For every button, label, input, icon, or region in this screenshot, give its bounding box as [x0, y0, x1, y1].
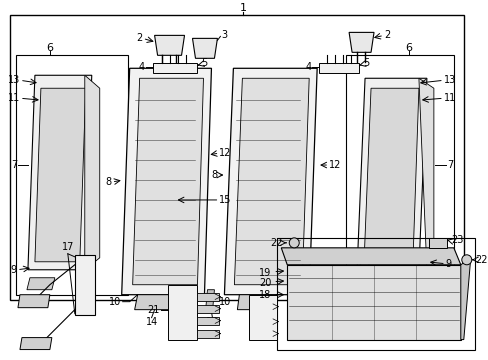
Polygon shape [205, 290, 214, 312]
Polygon shape [20, 338, 52, 350]
Text: 5: 5 [201, 58, 207, 68]
Bar [249, 295, 277, 339]
Text: 11: 11 [443, 93, 455, 103]
Text: 6: 6 [405, 43, 411, 53]
Text: 3: 3 [221, 30, 227, 40]
Bar [152, 63, 197, 73]
Polygon shape [363, 88, 418, 262]
Text: 23: 23 [450, 235, 462, 245]
Text: 15: 15 [219, 195, 231, 205]
Text: 7: 7 [446, 160, 452, 170]
Text: 10: 10 [109, 297, 122, 307]
Bar [277, 238, 474, 350]
Polygon shape [237, 295, 271, 310]
Text: 9: 9 [445, 259, 451, 269]
Polygon shape [175, 295, 191, 305]
Text: 1: 1 [240, 4, 246, 13]
Bar [428, 238, 446, 248]
Text: 5: 5 [362, 58, 368, 68]
Polygon shape [28, 75, 92, 270]
Polygon shape [27, 278, 55, 290]
Text: 8: 8 [105, 177, 111, 187]
Text: 8: 8 [211, 170, 217, 180]
Bar [167, 285, 197, 339]
Polygon shape [460, 258, 470, 339]
Polygon shape [418, 78, 433, 270]
Bar [10, 15, 463, 300]
Text: 6: 6 [46, 43, 53, 53]
Bar [75, 255, 95, 315]
Circle shape [289, 238, 299, 248]
Text: 12: 12 [219, 148, 231, 158]
Polygon shape [35, 88, 85, 262]
Polygon shape [132, 78, 203, 285]
Polygon shape [134, 295, 174, 310]
Polygon shape [353, 250, 370, 270]
Text: 22: 22 [474, 255, 486, 265]
Bar [197, 330, 219, 338]
Text: 11: 11 [8, 93, 20, 103]
Text: 21: 21 [147, 305, 159, 315]
Text: 4: 4 [138, 62, 144, 72]
Polygon shape [84, 75, 100, 270]
Text: 9: 9 [11, 265, 17, 275]
Polygon shape [286, 265, 460, 339]
Polygon shape [122, 68, 211, 295]
Polygon shape [281, 248, 460, 265]
Polygon shape [348, 32, 373, 52]
Text: 20: 20 [258, 278, 271, 288]
Text: 16: 16 [206, 317, 218, 327]
Bar [16, 55, 127, 295]
Polygon shape [154, 35, 184, 55]
Text: 13: 13 [8, 75, 20, 85]
Text: 12: 12 [328, 160, 341, 170]
Bar [346, 55, 453, 295]
Text: 13: 13 [443, 75, 455, 85]
Text: 10: 10 [219, 297, 231, 307]
Polygon shape [356, 78, 426, 270]
Text: 4: 4 [305, 62, 310, 72]
Bar [197, 317, 219, 325]
Polygon shape [224, 68, 317, 295]
Text: 17: 17 [61, 242, 74, 252]
Text: 14: 14 [145, 317, 158, 327]
Text: 7: 7 [11, 160, 17, 170]
Text: 2: 2 [383, 30, 389, 40]
Polygon shape [192, 39, 217, 58]
Circle shape [461, 255, 471, 265]
Polygon shape [18, 295, 50, 308]
Text: 22: 22 [269, 238, 282, 248]
Bar [197, 305, 219, 312]
Bar [319, 63, 358, 73]
Text: 2: 2 [136, 33, 142, 43]
Polygon shape [234, 78, 308, 285]
Text: 18: 18 [259, 290, 271, 300]
Bar [197, 293, 219, 301]
Text: 19: 19 [259, 268, 271, 278]
